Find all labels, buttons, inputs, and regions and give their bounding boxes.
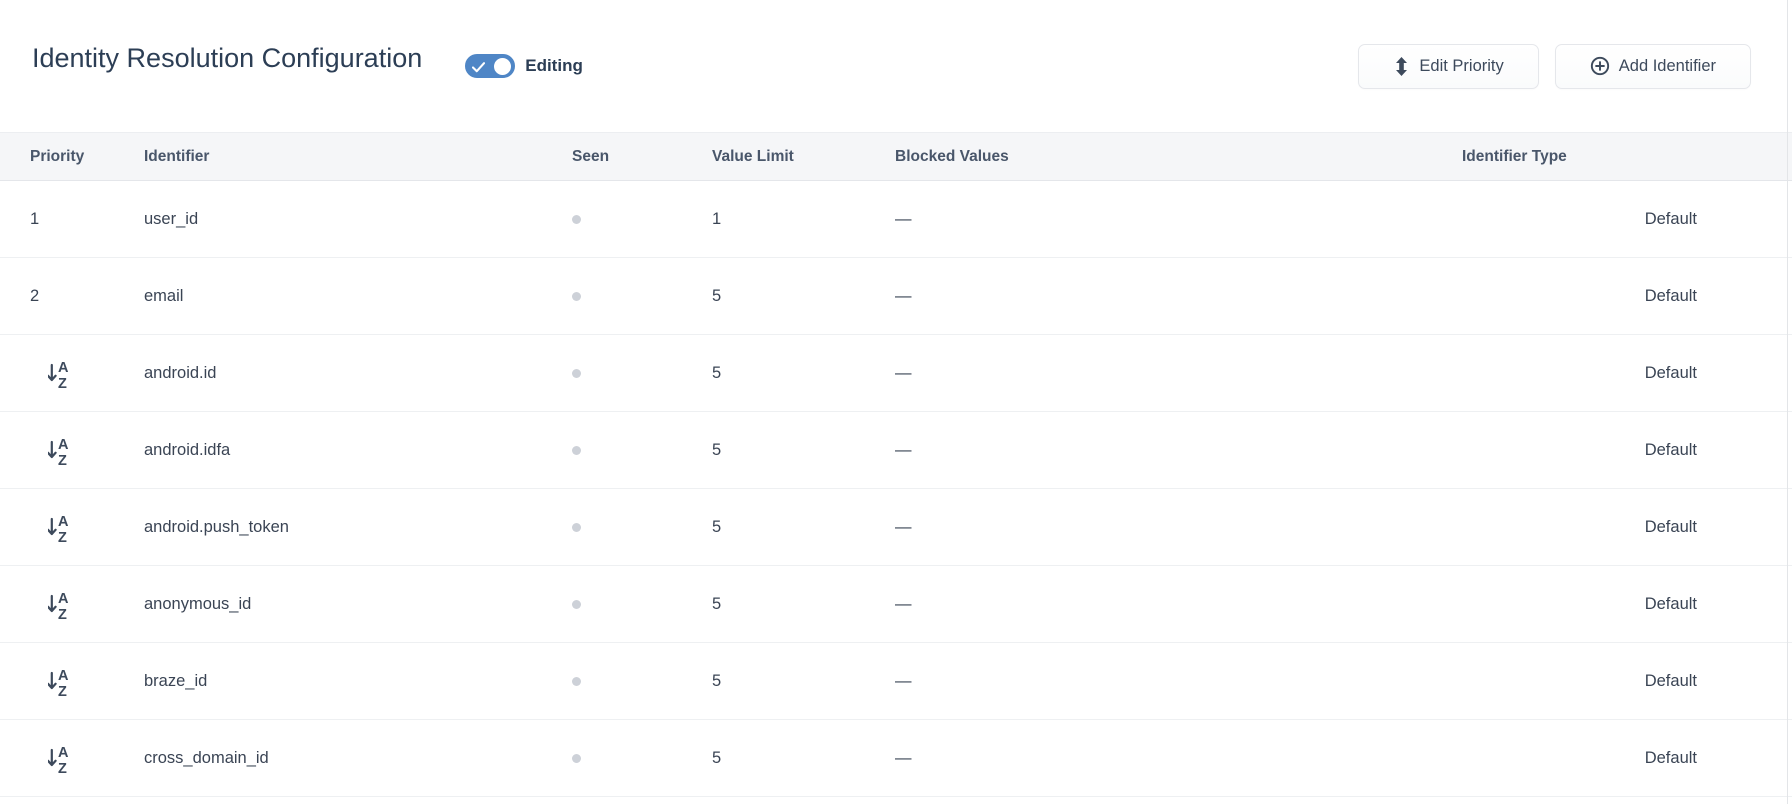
svg-text:Z: Z xyxy=(58,376,67,389)
svg-text:Z: Z xyxy=(58,453,67,466)
svg-text:A: A xyxy=(58,514,69,530)
svg-text:A: A xyxy=(58,745,69,761)
svg-text:Z: Z xyxy=(58,684,67,697)
svg-text:A: A xyxy=(58,668,69,684)
svg-text:Z: Z xyxy=(58,761,67,774)
svg-text:Z: Z xyxy=(58,607,67,620)
svg-text:A: A xyxy=(58,360,69,376)
svg-text:A: A xyxy=(58,437,69,453)
svg-text:Z: Z xyxy=(58,530,67,543)
svg-text:A: A xyxy=(58,591,69,607)
